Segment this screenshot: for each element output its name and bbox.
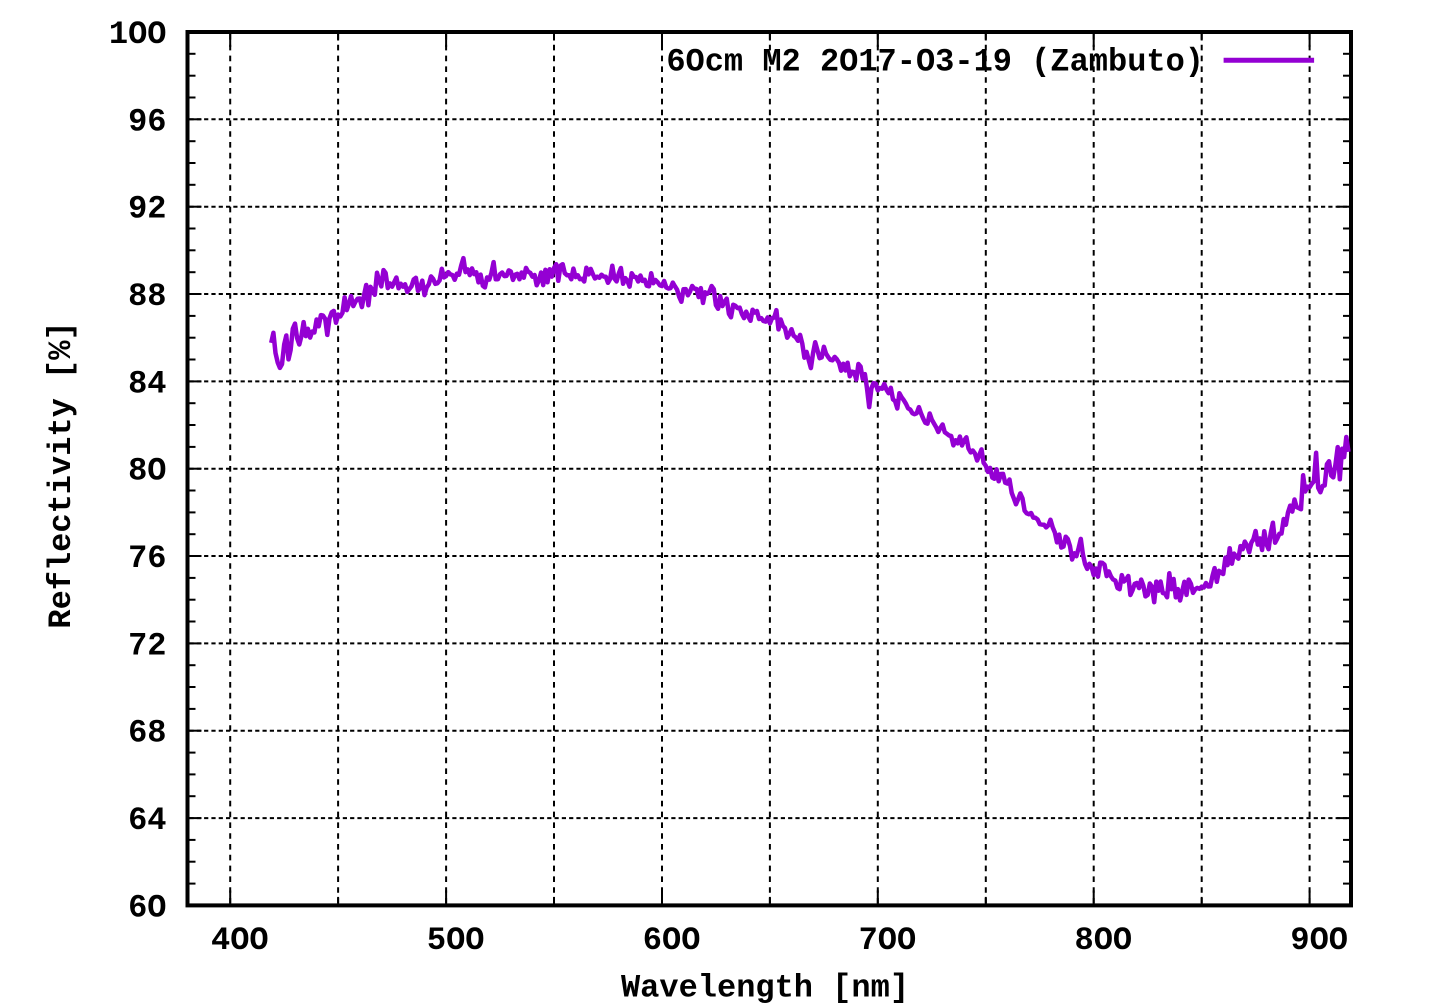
svg-text:88: 88 — [128, 278, 166, 315]
svg-text:6OO: 6OO — [643, 922, 701, 959]
svg-text:9OO: 9OO — [1290, 922, 1348, 959]
svg-text:Wavelength [nm]: Wavelength [nm] — [621, 970, 909, 1007]
svg-text:6O: 6O — [128, 889, 166, 926]
svg-text:8OO: 8OO — [1074, 922, 1132, 959]
svg-text:84: 84 — [128, 365, 166, 402]
svg-text:6Ocm M2 2O17-O3-19 (Zambuto): 6Ocm M2 2O17-O3-19 (Zambuto) — [666, 44, 1204, 81]
svg-text:68: 68 — [128, 715, 166, 752]
svg-text:7OO: 7OO — [859, 922, 917, 959]
svg-text:96: 96 — [128, 103, 166, 140]
svg-text:64: 64 — [128, 802, 166, 839]
svg-text:5OO: 5OO — [427, 922, 485, 959]
svg-text:76: 76 — [128, 540, 166, 577]
svg-text:1OO: 1OO — [109, 16, 167, 53]
svg-text:Reflectivity [%]: Reflectivity [%] — [43, 321, 80, 628]
svg-text:4OO: 4OO — [211, 922, 269, 959]
svg-text:8O: 8O — [128, 453, 166, 490]
svg-text:92: 92 — [128, 191, 166, 228]
svg-text:72: 72 — [128, 627, 166, 664]
